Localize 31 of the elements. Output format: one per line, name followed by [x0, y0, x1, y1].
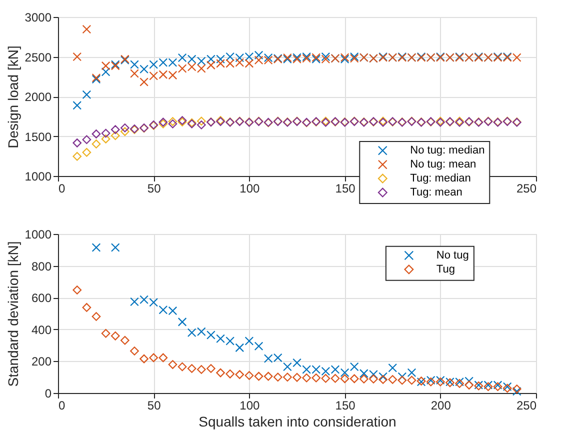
y-axis-title: Design load [kN]	[4, 46, 21, 148]
y-tick-label: 1000	[24, 170, 52, 184]
legend-label: No tug: median	[410, 144, 485, 157]
y-tick-label: 600	[31, 291, 52, 306]
y-tick-label: 2500	[24, 50, 52, 64]
legend-label: Tug: median	[410, 172, 471, 185]
x-tick-label: 100	[240, 398, 260, 412]
x-tick-label: 0	[58, 182, 66, 196]
x-tick-label: 200	[430, 398, 452, 412]
x-tick-label: 150	[335, 398, 356, 412]
x-tick-label: 50	[147, 182, 162, 196]
y-tick-label: 1000	[24, 228, 52, 242]
y-tick-label: 800	[31, 259, 52, 274]
x-axis-title: Squalls taken into consideration	[198, 414, 396, 430]
y-tick-label: 3000	[24, 10, 52, 24]
x-tick-label: 100	[240, 182, 260, 196]
x-tick-label: 250	[516, 182, 537, 196]
legend-label: Tug	[436, 263, 455, 276]
legend-label: Tug: mean	[410, 186, 462, 199]
y-tick-label: 0	[44, 386, 52, 400]
y-tick-label: 2000	[24, 90, 52, 104]
y-tick-label: 200	[31, 354, 52, 369]
x-tick-label: 250	[516, 398, 537, 412]
y-tick-label: 1500	[24, 130, 52, 144]
y-axis-title: Standard deviation [kN]	[4, 241, 21, 387]
legend-label: No tug: mean	[410, 158, 476, 171]
legend-label: No tug	[436, 249, 469, 262]
y-tick-label: 400	[31, 322, 52, 337]
x-tick-label: 0	[58, 398, 66, 412]
x-tick-label: 150	[335, 182, 356, 196]
x-tick-label: 50	[147, 398, 162, 412]
